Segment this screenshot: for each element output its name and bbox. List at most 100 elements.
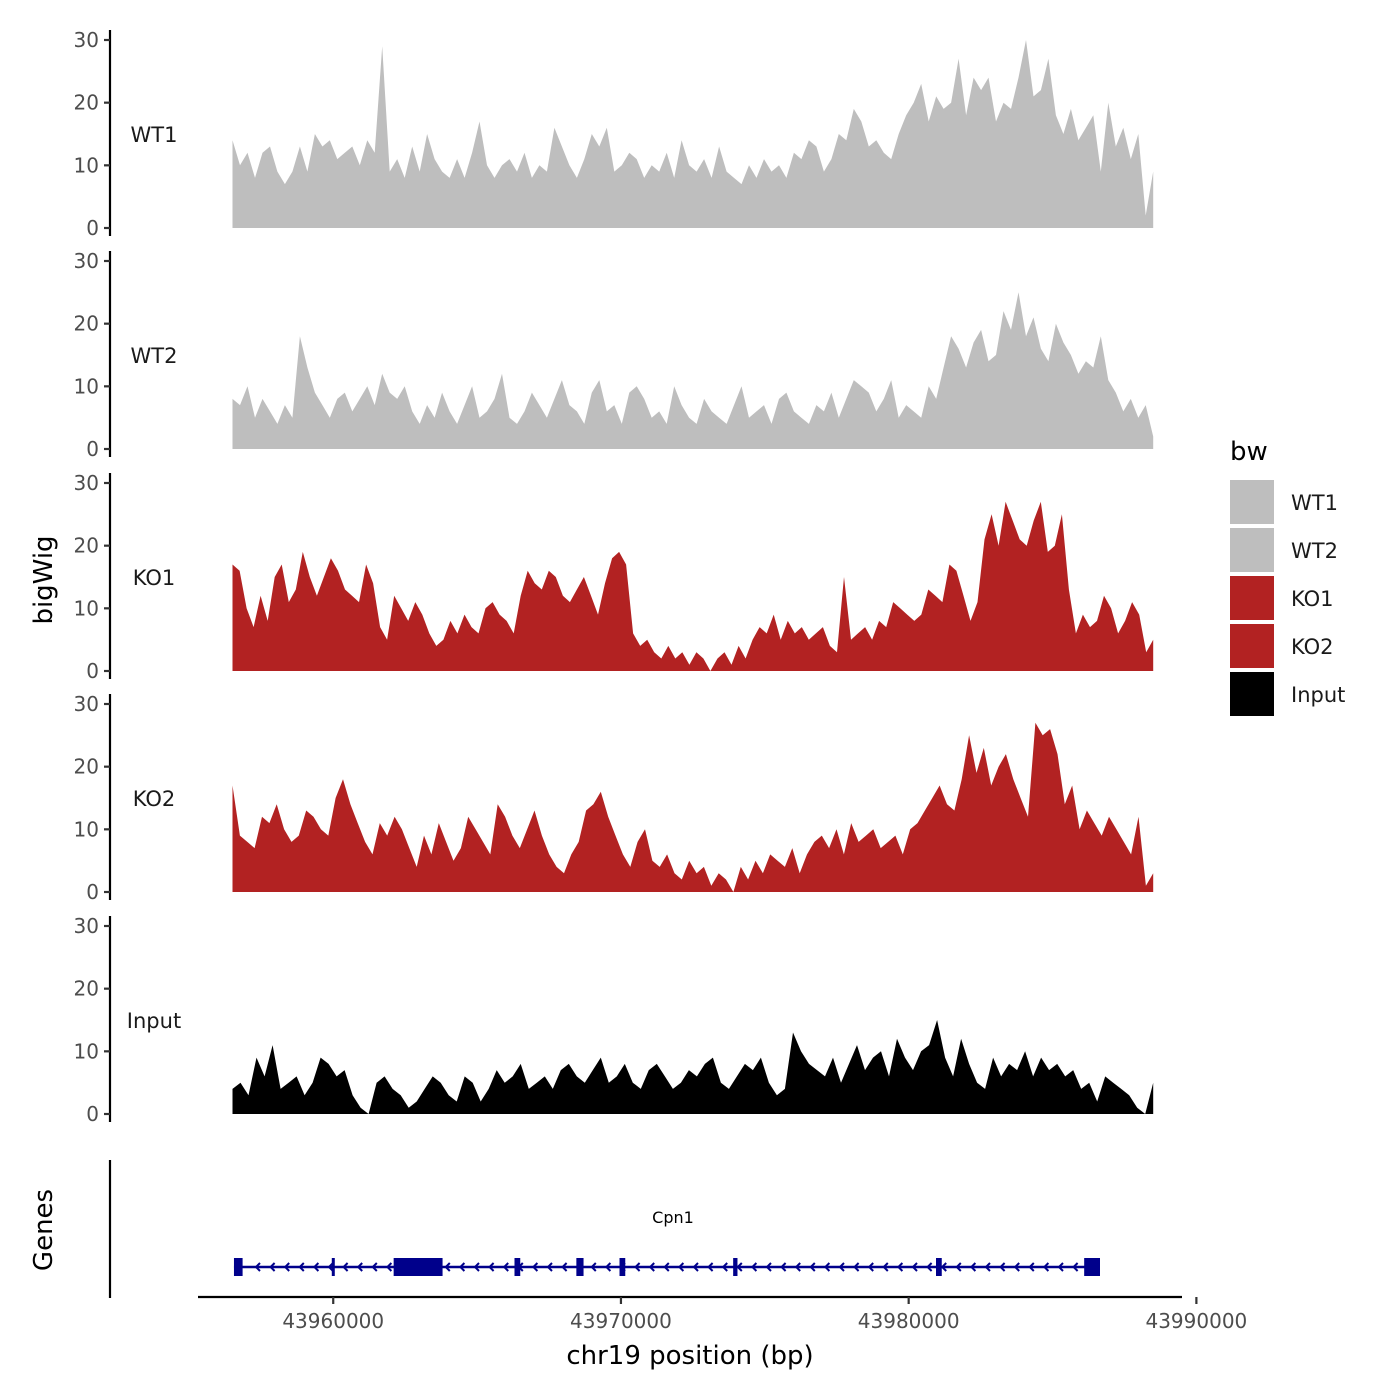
- strand-arrow: [969, 1262, 977, 1272]
- strand-arrow: [561, 1262, 568, 1272]
- strand-arrow: [677, 1262, 685, 1272]
- y-tick-label: 0: [86, 659, 99, 683]
- strand-arrow: [604, 1262, 612, 1272]
- strand-arrow: [926, 1262, 933, 1272]
- y-tick-label: 20: [74, 534, 99, 558]
- gene-exon: [733, 1258, 738, 1276]
- strand-arrow: [342, 1262, 349, 1272]
- x-tick-label: 43990000: [1145, 1309, 1247, 1333]
- x-axis-title: chr19 position (bp): [566, 1341, 813, 1371]
- legend-key-input: [1230, 672, 1274, 716]
- legend-label-wt2: WT2: [1291, 539, 1338, 563]
- legend-label-wt1: WT1: [1291, 491, 1338, 515]
- strand-arrow: [663, 1262, 670, 1272]
- legend-key-ko1: [1230, 576, 1274, 620]
- strand-arrow: [721, 1262, 728, 1272]
- area-input: [232, 1020, 1154, 1114]
- strand-arrow: [794, 1262, 801, 1272]
- strand-arrow: [999, 1262, 1006, 1272]
- track-label-wt2: WT2: [131, 344, 178, 368]
- y-tick-label: 10: [74, 374, 99, 398]
- area-ko1: [232, 501, 1154, 671]
- legend-label-ko2: KO2: [1291, 635, 1334, 659]
- y-tick-label: 0: [86, 880, 99, 904]
- legend-label-ko1: KO1: [1291, 587, 1334, 611]
- strand-arrow: [283, 1262, 290, 1272]
- strand-arrow: [531, 1262, 539, 1272]
- area-ko2: [232, 722, 1154, 892]
- strand-arrow: [750, 1262, 758, 1272]
- strand-arrow: [312, 1262, 320, 1272]
- y-tick-label: 20: [74, 977, 99, 1001]
- strand-arrow: [327, 1262, 334, 1272]
- y-tick-label: 0: [86, 1102, 99, 1126]
- y-tick-label: 10: [74, 596, 99, 620]
- strand-arrow: [853, 1262, 860, 1272]
- strand-arrow: [1057, 1262, 1064, 1272]
- strand-arrow: [590, 1262, 597, 1272]
- strand-arrow: [911, 1262, 918, 1272]
- strand-arrow: [473, 1262, 480, 1272]
- gene-exon: [936, 1258, 942, 1276]
- track-wt2: 0 10 20 30 WT2: [74, 249, 1154, 461]
- y-tick-label: 20: [74, 755, 99, 779]
- y-tick-label: 0: [86, 216, 99, 240]
- gene-exon: [514, 1258, 521, 1276]
- strand-arrow: [736, 1262, 743, 1272]
- y-tick-label: 10: [74, 153, 99, 177]
- strand-arrow: [867, 1262, 874, 1272]
- legend-key-wt1: [1230, 480, 1274, 524]
- gene-name-label: Cpn1: [652, 1208, 694, 1227]
- genes-axis-title: Genes: [29, 1189, 59, 1271]
- track-ko2: 0 10 20 30 KO2: [74, 692, 1154, 904]
- strand-arrow: [371, 1262, 378, 1272]
- area-wt2: [232, 292, 1154, 449]
- y-axis-title: bigWig: [29, 535, 59, 624]
- strand-arrow: [809, 1262, 816, 1272]
- track-wt1: 0 10 20 30 WT1: [74, 28, 1154, 240]
- strand-arrow: [1072, 1262, 1079, 1272]
- y-tick-label: 30: [74, 471, 99, 495]
- strand-arrow: [765, 1262, 772, 1272]
- y-tick-label: 30: [74, 249, 99, 273]
- gene-exon: [1084, 1258, 1100, 1276]
- strand-arrow: [1028, 1262, 1035, 1272]
- y-tick-label: 20: [74, 312, 99, 336]
- strand-arrow: [882, 1262, 889, 1272]
- legend-key-wt2: [1230, 528, 1274, 572]
- gene-exon: [619, 1258, 626, 1276]
- legend: bw WT1 WT2 KO1 KO2 Input: [1230, 437, 1345, 716]
- legend-key-ko2: [1230, 624, 1274, 668]
- strand-arrow: [356, 1262, 363, 1272]
- strand-arrow: [269, 1262, 276, 1272]
- track-input: 0 10 20 30 Input: [74, 914, 1154, 1126]
- strand-arrow: [823, 1262, 831, 1272]
- legend-label-input: Input: [1291, 683, 1345, 707]
- legend-title: bw: [1230, 437, 1268, 467]
- y-tick-label: 20: [74, 91, 99, 115]
- strand-arrow: [692, 1262, 699, 1272]
- strand-arrow: [634, 1262, 641, 1272]
- gene-exon: [233, 1258, 243, 1276]
- y-tick-label: 0: [86, 437, 99, 461]
- strand-arrow: [1013, 1262, 1020, 1272]
- track-ko1: 0 10 20 30 KO1: [74, 471, 1154, 683]
- strand-arrow: [488, 1262, 495, 1272]
- y-tick-label: 10: [74, 817, 99, 841]
- strand-arrow: [955, 1262, 962, 1272]
- signal-tracks: 0 10 20 30 WT1 0 10 20 30 WT2 0 10 20 30 KO1 0 10 20 30 KO2…: [74, 28, 1154, 1126]
- strand-arrow: [1042, 1262, 1050, 1272]
- strand-arrow: [385, 1262, 393, 1272]
- gene-track: Cpn1: [108, 1160, 1100, 1298]
- track-label-input: Input: [127, 1009, 181, 1033]
- strand-arrow: [707, 1262, 714, 1272]
- x-tick-label: 43980000: [858, 1309, 960, 1333]
- strand-arrow: [896, 1262, 904, 1272]
- strand-arrow: [940, 1262, 947, 1272]
- strand-arrow: [444, 1262, 451, 1272]
- track-label-wt1: WT1: [131, 123, 178, 147]
- strand-arrow: [838, 1262, 845, 1272]
- x-tick-label: 43960000: [282, 1309, 384, 1333]
- track-label-ko1: KO1: [133, 566, 176, 590]
